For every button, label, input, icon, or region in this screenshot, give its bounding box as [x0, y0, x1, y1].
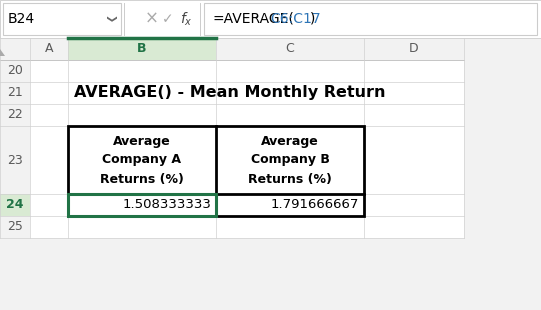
Bar	[68, 194, 216, 216]
Text: 24: 24	[6, 198, 24, 211]
Text: 21: 21	[7, 86, 23, 100]
Text: 23: 23	[7, 153, 23, 166]
Text: AVERAGE() - Mean Monthly Return: AVERAGE() - Mean Monthly Return	[74, 86, 386, 100]
Text: $f_x$: $f_x$	[180, 10, 193, 28]
Bar	[0, 0, 541, 38]
Text: 22: 22	[7, 108, 23, 122]
Text: B24: B24	[8, 12, 35, 26]
Text: 1.791666667: 1.791666667	[270, 198, 359, 211]
Text: Average
Company A
Returns (%): Average Company A Returns (%)	[100, 135, 184, 185]
Text: 1.508333333: 1.508333333	[122, 198, 211, 211]
Text: 25: 25	[7, 220, 23, 233]
Bar	[0, 38, 464, 238]
Text: C: C	[286, 42, 294, 55]
Text: ): )	[309, 12, 315, 26]
Text: ✓: ✓	[162, 12, 174, 26]
Bar	[68, 126, 364, 216]
Polygon shape	[0, 42, 5, 56]
Bar	[0, 194, 30, 216]
Text: Average
Company B
Returns (%): Average Company B Returns (%)	[248, 135, 332, 185]
Bar	[68, 126, 364, 216]
Text: A: A	[45, 42, 53, 55]
Bar	[0, 38, 464, 60]
Bar	[0, 60, 30, 238]
Text: ×: ×	[145, 10, 159, 28]
Bar	[204, 3, 537, 35]
Text: =AVERAGE(: =AVERAGE(	[212, 12, 294, 26]
Bar	[3, 3, 121, 35]
Text: C6:C17: C6:C17	[270, 12, 321, 26]
Text: 20: 20	[7, 64, 23, 78]
Text: ❯: ❯	[105, 15, 115, 23]
Text: D: D	[409, 42, 419, 55]
Bar	[68, 38, 216, 60]
Text: B: B	[137, 42, 147, 55]
